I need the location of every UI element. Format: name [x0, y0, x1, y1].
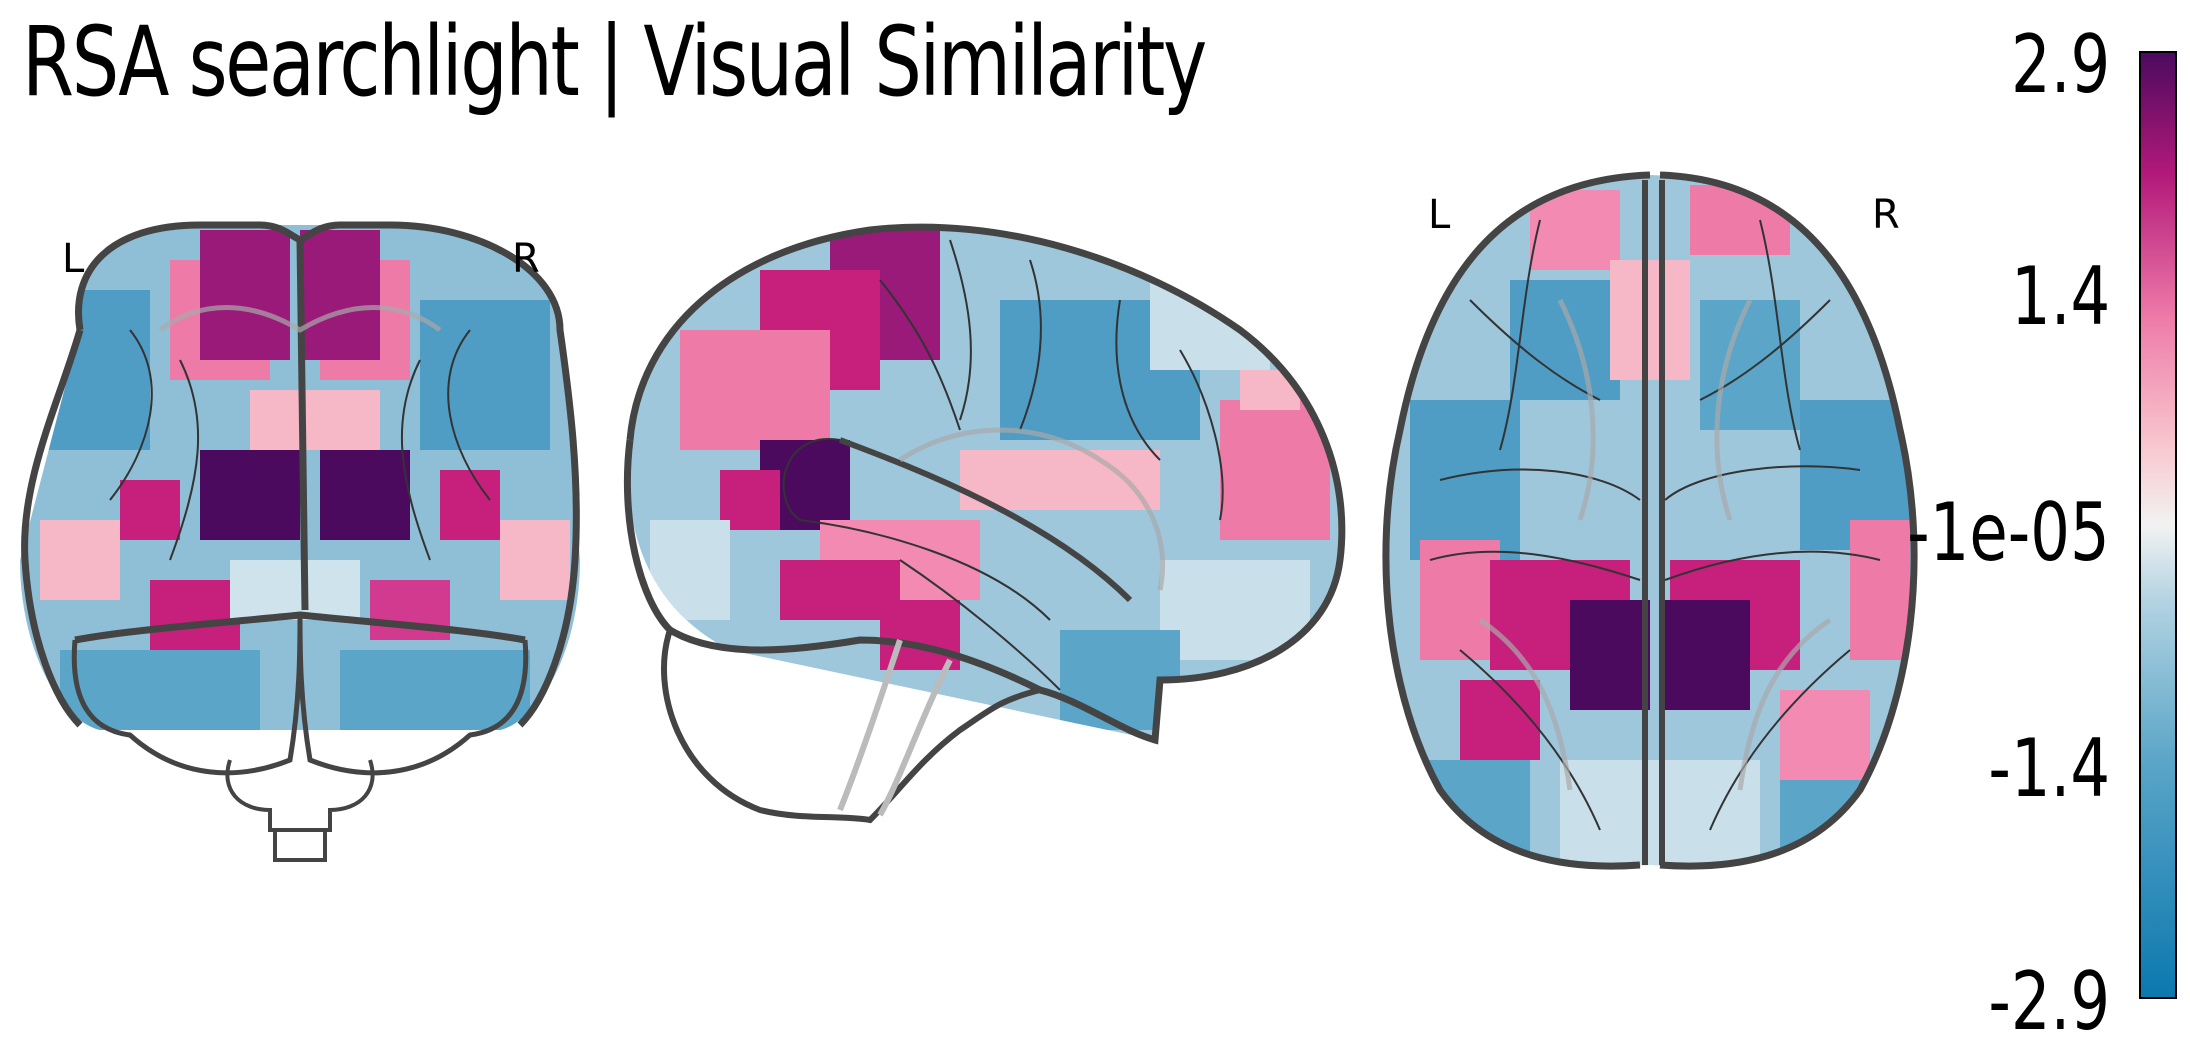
- coronal-right-label: R: [512, 236, 540, 282]
- axial-right-label: R: [1872, 192, 1900, 238]
- axial-stat-map: [1385, 175, 1915, 867]
- colorbar-max-label: 2.9: [2010, 18, 2110, 111]
- coronal-view: [20, 221, 580, 862]
- colorbar-lower-label: -1.4: [1988, 722, 2110, 815]
- axial-left-label: L: [1428, 192, 1451, 238]
- axial-view: [1382, 171, 1918, 870]
- colorbar-upper-label: 1.4: [2010, 250, 2110, 343]
- colorbar-min-label: -2.9: [1988, 955, 2110, 1048]
- colorbar-mid-label: -1e-05: [1907, 486, 2110, 579]
- coronal-left-label: L: [62, 236, 85, 282]
- sagittal-stat-map: [628, 227, 1342, 740]
- figure-title: RSA searchlight | Visual Similarity: [22, 6, 1207, 118]
- colorbar: [2139, 51, 2177, 999]
- sagittal-view: [623, 223, 1346, 824]
